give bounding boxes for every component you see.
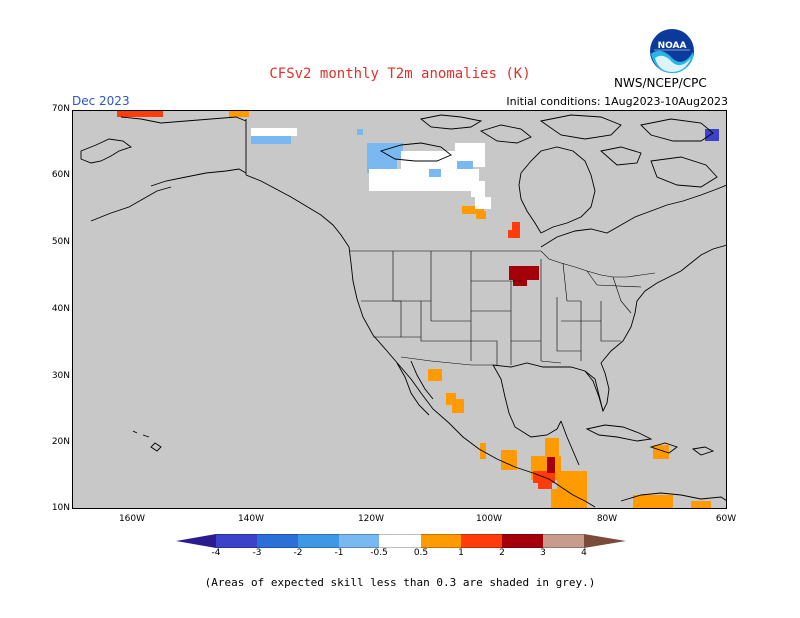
anomaly-patch [653,445,669,459]
colorbar-tick: -0.5 [370,548,388,558]
colorbar-arrow-right [584,534,626,548]
anomaly-patch [457,161,473,169]
anomaly-patch [229,111,249,117]
coastlines [80,114,726,508]
lat-label-50: 50N [51,237,70,247]
anomaly-patch [428,369,442,381]
anomaly-patch [117,111,163,117]
noaa-logo-icon: NOAA [650,29,694,74]
anomaly-patch [501,450,517,470]
colorbar-tick: -4 [211,548,221,558]
colorbar-tick: 3 [540,548,546,558]
lat-label-20: 20N [51,437,70,447]
anomaly-patch [471,181,485,197]
lat-label-60: 60N [51,170,70,180]
positive-anomalies [117,111,711,508]
colorbar-tick: -1 [334,548,344,558]
anomaly-patch [513,280,527,286]
colorbar-tick: -3 [252,548,262,558]
lon-label-60w: 60W [715,514,737,524]
skill-note: (Areas of expected skill less than 0.3 a… [204,576,596,589]
colorbar-tick: 2 [499,548,505,558]
negative-anomalies [251,128,719,209]
lon-label-100w: 100W [475,514,503,524]
anomaly-patch [251,128,297,136]
map-svg [73,111,726,508]
lat-label-30: 30N [51,371,70,381]
month-label: Dec 2023 [72,94,130,108]
colorbar-segment [421,534,461,548]
anomaly-patch [551,489,567,508]
colorbar [176,534,626,548]
colorbar-tick: 0.5 [413,548,429,558]
lat-label-40: 40N [51,304,70,314]
anomaly-patch [545,438,559,456]
logo-text: NOAA [658,41,687,51]
colorbar-tick: 4 [581,548,587,558]
anomaly-patch [357,129,363,135]
anomaly-patch [509,266,539,280]
anomaly-patch [476,211,486,219]
colorbar-segment [543,534,584,548]
colorbar-segment [339,534,379,548]
colorbar-tick: -2 [293,548,303,558]
anomaly-patch [369,169,479,191]
anomaly-patch [508,230,514,238]
colorbar-segment [216,534,257,548]
anomaly-patch [512,222,520,238]
anomaly-patch [538,479,552,489]
colorbar-arrow-left [176,534,216,548]
initial-conditions: Initial conditions: 1Aug2023-10Aug2023 [506,95,728,108]
anomaly-patch [452,399,464,413]
lat-label-70: 70N [51,104,70,114]
chart-title: CFSv2 monthly T2m anomalies (K) [269,66,531,82]
lon-label-120w: 120W [357,514,385,524]
lon-label-80w: 80W [596,514,618,524]
colorbar-segment [257,534,298,548]
anomaly-patch [446,393,456,405]
lat-label-10: 10N [51,503,70,513]
colorbar-segment [379,534,421,548]
colorbar-segment [502,534,543,548]
political-borders [349,250,656,366]
colorbar-tick: 1 [458,548,464,558]
anomaly-patch [567,489,587,508]
map-panel [72,110,727,509]
colorbar-segment [298,534,339,548]
anomaly-patch [251,136,291,144]
anomaly-patch [401,151,457,169]
anomaly-patch [705,129,719,141]
lon-label-160w: 160W [118,514,146,524]
anomaly-patch [691,501,711,508]
agency-label: NWS/NCEP/CPC [614,76,707,90]
anomaly-patch [547,457,555,473]
anomaly-patch [475,197,491,209]
anomaly-patch [367,143,403,159]
anomaly-patch [462,206,484,214]
lon-label-140w: 140W [237,514,265,524]
colorbar-segment [461,534,502,548]
anomaly-patch [633,495,673,508]
anomaly-patch [429,169,441,177]
